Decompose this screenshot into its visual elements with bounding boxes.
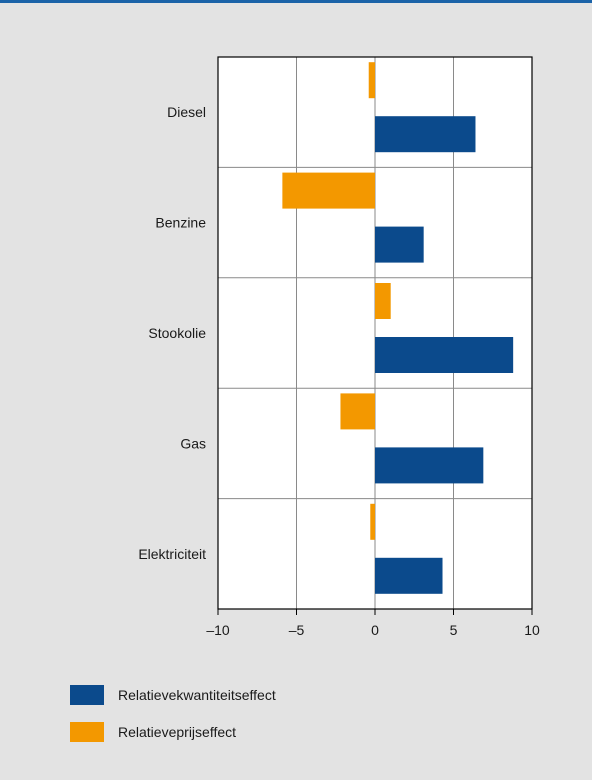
top-rule: [0, 0, 592, 3]
bar-layer: [282, 62, 514, 594]
x-tick-label: 5: [450, 622, 458, 638]
legend-item-quantity: Relatievekwantiteitseffect: [70, 684, 276, 706]
x-tick-label: –5: [289, 622, 305, 638]
bar-price-elektriciteit: [370, 503, 375, 540]
x-tick-label: 0: [371, 622, 379, 638]
bar-price-benzine: [282, 172, 375, 209]
x-tick-label: 10: [524, 622, 540, 638]
category-label: Benzine: [155, 215, 206, 231]
category-label: Gas: [180, 435, 206, 451]
chart: Diesel Benzine Stookolie Gas Elektriciteit –1…: [138, 56, 540, 638]
category-label: Stookolie: [148, 325, 206, 341]
bar-price-stookolie: [375, 283, 391, 319]
legend-swatch-quantity: [70, 685, 104, 705]
legend-swatch-price: [70, 722, 104, 742]
bar-quantity-gas: [375, 447, 484, 484]
bar-price-diesel: [368, 62, 375, 99]
category-label: Elektriciteit: [138, 546, 206, 562]
legend-item-price: Relatieveprijseffect: [70, 721, 276, 743]
bar-quantity-diesel: [375, 116, 476, 153]
frame-layer: [217, 56, 533, 615]
category-label: Diesel: [167, 104, 206, 120]
bar-quantity-stookolie: [375, 337, 514, 373]
bar-price-gas: [340, 393, 375, 430]
legend-label-price: Relatieveprijseffect: [118, 724, 237, 740]
x-tick-label: –10: [206, 622, 230, 638]
legend: Relatievekwantiteitseffect Relatieveprij…: [70, 684, 276, 758]
legend-label-quantity: Relatievekwantiteitseffect: [118, 687, 276, 703]
bar-quantity-elektriciteit: [375, 557, 443, 594]
bar-quantity-benzine: [375, 226, 424, 263]
label-layer: Diesel Benzine Stookolie Gas Elektriciteit –1…: [138, 104, 540, 638]
